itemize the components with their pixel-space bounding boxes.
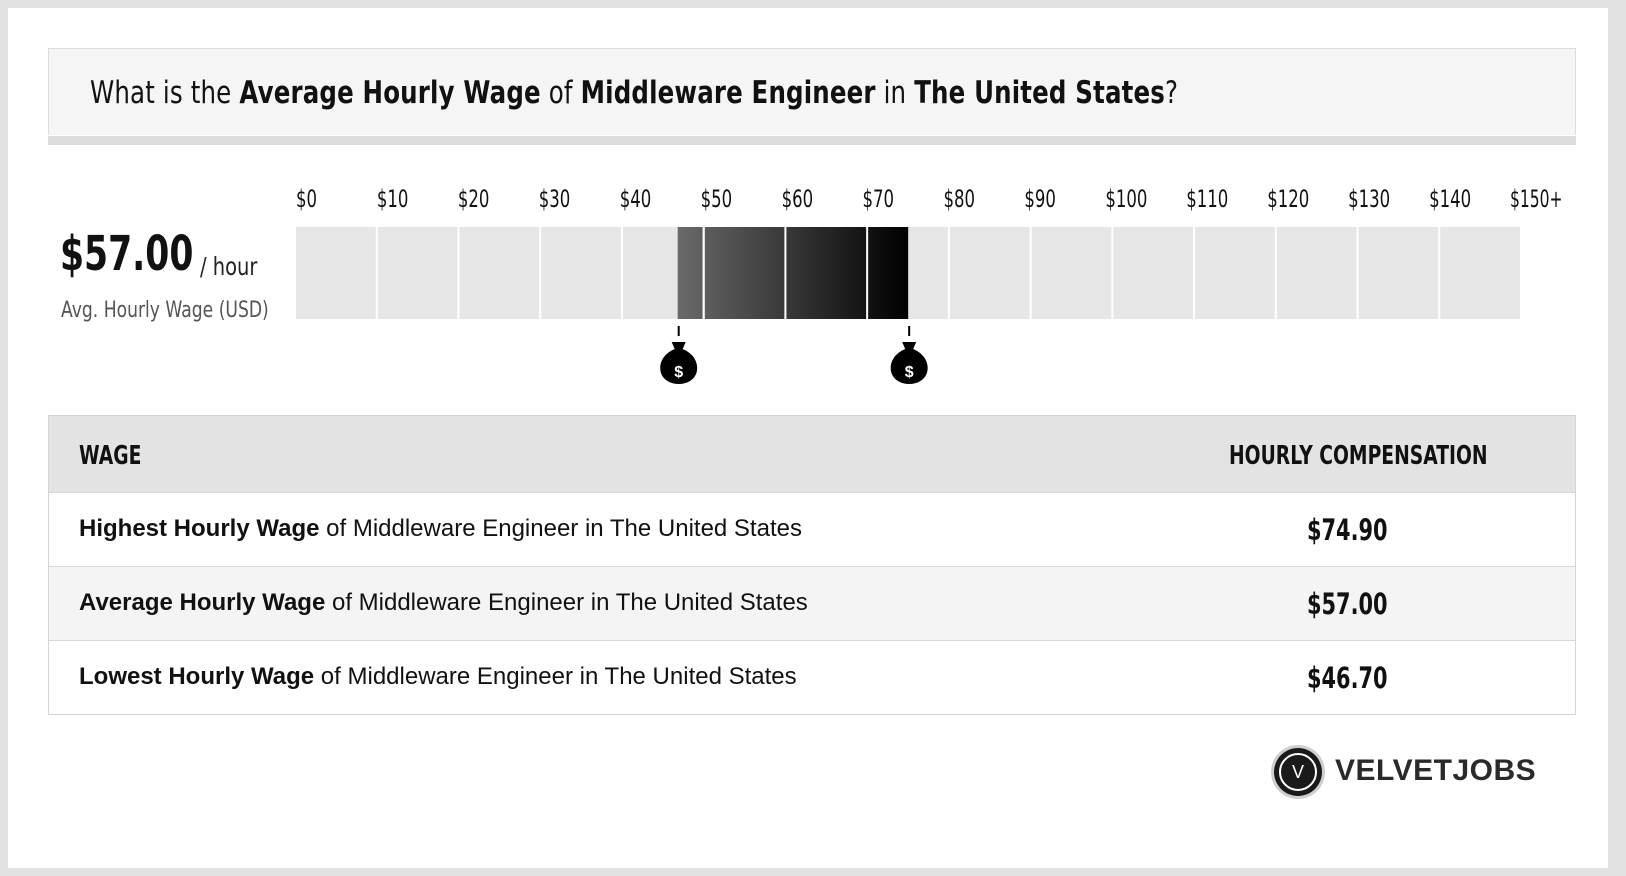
wage-range-bar <box>677 227 909 319</box>
row-label-bold: Highest Hourly Wage <box>79 515 320 542</box>
tick-label: $20 <box>458 185 490 213</box>
high-wage-marker: $ <box>890 326 928 384</box>
scale-cell <box>1276 227 1357 319</box>
tick-label: $100 <box>1105 185 1147 213</box>
logo-badge-icon: V <box>1274 748 1322 796</box>
scale-cell <box>1113 227 1194 319</box>
money-bag-icon <box>890 342 928 384</box>
scale-cell <box>1358 227 1439 319</box>
average-wage-unit: / hour <box>200 252 258 281</box>
header-hourly-compensation: HOURLY COMPENSATION <box>1229 441 1488 471</box>
scale-cell <box>1195 227 1275 319</box>
svg-text:$: $ <box>674 364 683 381</box>
range-separator <box>866 227 869 319</box>
title-prefix: What is the <box>90 75 240 111</box>
row-label-bold: Average Hourly Wage <box>79 589 326 616</box>
tick-label: $90 <box>1024 185 1056 213</box>
wage-table: WAGE HOURLY COMPENSATION Highest Hourly … <box>48 415 1576 715</box>
title-suffix: ? <box>1165 75 1179 111</box>
title-in: in <box>875 75 915 111</box>
scale-cell <box>1031 227 1112 319</box>
row-value: $57.00 <box>1307 587 1388 621</box>
tick-label: $150+ <box>1510 185 1563 213</box>
row-value: $74.90 <box>1307 513 1388 547</box>
average-wage-value: $57.00 <box>60 226 194 282</box>
tick-label: $60 <box>782 185 814 213</box>
tick-label: $140 <box>1429 185 1471 213</box>
tick-labels: $0 $10 $20 $30 $40 $50 $60 $70 $80 $90 $100 $110 $12… <box>296 185 1563 213</box>
header-wage: WAGE <box>79 441 142 471</box>
table-header: WAGE HOURLY COMPENSATION <box>49 416 1575 492</box>
title-job: Middleware Engineer <box>580 75 876 111</box>
header-divider <box>48 136 1576 145</box>
header-panel: What is the Average Hourly Wage of Middl… <box>48 48 1576 135</box>
low-wage-marker: $ <box>660 326 698 384</box>
tick-label: $130 <box>1348 185 1390 213</box>
table-row: Highest Hourly Wage of Middleware Engine… <box>49 492 1575 566</box>
page-title: What is the Average Hourly Wage of Middl… <box>90 75 1178 111</box>
wage-scale-chart: $0 $10 $20 $30 $40 $50 $60 $70 $80 $90 $100 $110 $12… <box>296 185 1563 384</box>
tick-label: $80 <box>943 185 975 213</box>
scale-cell <box>377 227 458 319</box>
range-markers: $ $ <box>660 326 928 384</box>
tick-label: $40 <box>620 185 652 213</box>
scale-cell <box>296 227 376 319</box>
wage-card: What is the Average Hourly Wage of Middl… <box>8 8 1608 868</box>
row-label-rest: of Middleware Engineer in The United Sta… <box>325 589 808 616</box>
row-label-rest: of Middleware Engineer in The United Sta… <box>319 515 802 542</box>
logo-wordmark: VELVETJOBS <box>1335 754 1537 787</box>
svg-text:$: $ <box>905 364 914 381</box>
tick-label: $70 <box>863 185 895 213</box>
row-label: Lowest Hourly Wage of Middleware Enginee… <box>79 663 797 691</box>
scale-cell <box>541 227 621 319</box>
title-metric: Average Hourly Wage <box>239 75 541 111</box>
row-value: $46.70 <box>1307 661 1388 695</box>
logo-letter: V <box>1279 753 1317 791</box>
range-separator <box>784 227 787 319</box>
row-label: Highest Hourly Wage of Middleware Engine… <box>79 515 802 543</box>
tick-label: $10 <box>377 185 409 213</box>
scale-cell <box>459 227 540 319</box>
tick-label: $30 <box>539 185 571 213</box>
scale-cell <box>1440 227 1520 319</box>
row-label: Average Hourly Wage of Middleware Engine… <box>79 589 808 617</box>
row-label-rest: of Middleware Engineer in The United Sta… <box>314 663 797 690</box>
row-label-bold: Lowest Hourly Wage <box>79 663 315 690</box>
velvetjobs-logo: V VELVETJOBS <box>1273 746 1536 802</box>
range-separator <box>702 227 705 319</box>
tick-label: $120 <box>1267 185 1309 213</box>
average-wage-label: Avg. Hourly Wage (USD) <box>61 298 269 323</box>
wage-range <box>677 227 909 319</box>
tick-label: $0 <box>296 185 317 213</box>
tick-label: $50 <box>701 185 733 213</box>
table-row: Average Hourly Wage of Middleware Engine… <box>49 566 1575 640</box>
tick-label: $110 <box>1186 185 1228 213</box>
money-bag-icon <box>660 342 698 384</box>
title-of: of <box>540 75 581 111</box>
title-location: The United States <box>914 75 1166 111</box>
scale-cell <box>949 227 1030 319</box>
table-row: Lowest Hourly Wage of Middleware Enginee… <box>49 640 1575 714</box>
